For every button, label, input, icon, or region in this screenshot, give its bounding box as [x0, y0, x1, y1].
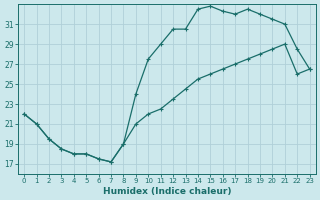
X-axis label: Humidex (Indice chaleur): Humidex (Indice chaleur): [103, 187, 231, 196]
